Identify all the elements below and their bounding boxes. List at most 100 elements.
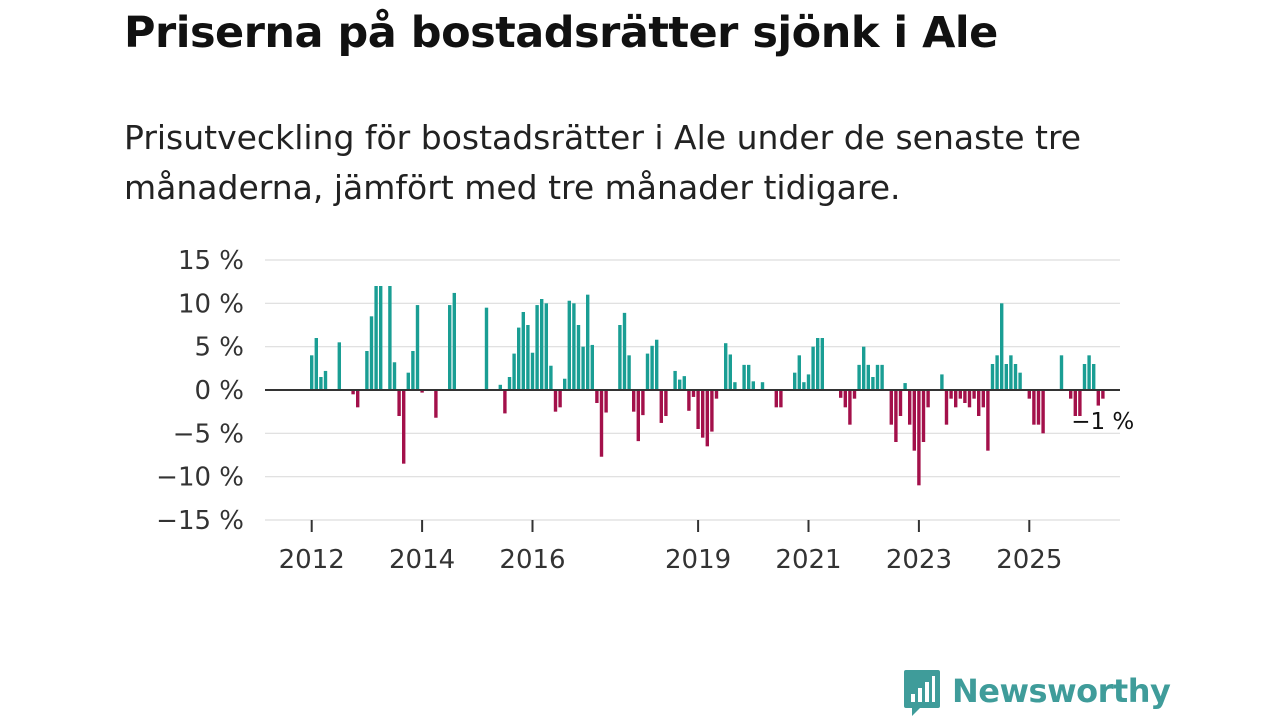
bar — [990, 364, 995, 390]
bar — [742, 364, 746, 390]
bar — [632, 390, 636, 412]
bar — [1004, 364, 1008, 390]
bar — [379, 286, 383, 390]
bar — [954, 390, 958, 408]
bar — [636, 390, 640, 442]
bar — [356, 390, 360, 408]
bar — [747, 364, 751, 390]
y-tick-label: 15 % — [178, 246, 244, 276]
bar-chart: 15 % 10 % 5 % 0 % −5 % −10 % −15 % 2012 2014 2016… — [156, 246, 1134, 575]
bar — [751, 381, 755, 390]
bar — [967, 390, 972, 408]
bar — [402, 390, 406, 464]
bar — [1101, 390, 1105, 399]
bar — [687, 390, 691, 411]
bar — [452, 292, 456, 390]
bar — [1000, 303, 1004, 390]
bar — [724, 343, 728, 390]
bar — [310, 355, 314, 390]
bar — [912, 390, 916, 451]
bar — [889, 390, 893, 425]
bar — [678, 379, 682, 390]
bar — [1073, 390, 1077, 416]
x-tick-label: 2025 — [996, 545, 1062, 575]
bar — [701, 390, 705, 438]
bar — [811, 346, 815, 390]
bar — [857, 364, 861, 390]
bar — [839, 390, 843, 398]
bar — [553, 390, 558, 412]
bar — [415, 305, 420, 390]
bar — [981, 390, 985, 408]
bar — [369, 316, 374, 390]
bar — [599, 390, 604, 457]
bar — [820, 338, 824, 390]
last-value-label: −1 % — [1071, 409, 1134, 435]
y-tick-label: 0 % — [194, 376, 244, 406]
bar — [1009, 355, 1013, 390]
brand-name: Newsworthy — [952, 672, 1171, 710]
bar — [351, 390, 355, 395]
bar — [793, 372, 797, 390]
bar — [862, 346, 866, 390]
bar — [1087, 355, 1091, 390]
bar — [1036, 390, 1041, 425]
bars-layer — [310, 286, 1105, 486]
axis-layer: 15 % 10 % 5 % 0 % −5 % −10 % −15 % 2012 2014 2016… — [156, 246, 1134, 575]
bar — [986, 390, 990, 451]
bar — [802, 382, 806, 390]
bar — [512, 353, 516, 390]
bar — [1032, 390, 1036, 425]
bar — [926, 390, 930, 408]
bar — [958, 390, 962, 399]
bar — [797, 355, 801, 390]
chart-title: Priserna på bostadsrätter sjönk i Ale — [124, 8, 998, 58]
bar — [622, 312, 627, 390]
bar — [392, 362, 397, 390]
bar — [526, 325, 530, 390]
bar — [595, 390, 599, 403]
bar — [645, 353, 650, 390]
bar — [898, 390, 903, 416]
bar — [655, 339, 659, 390]
brand-logo: Newsworthy — [902, 668, 1171, 720]
bar — [563, 378, 567, 390]
bar — [337, 342, 341, 390]
newsworthy-logo-icon — [904, 670, 940, 716]
bar — [682, 376, 686, 390]
bar — [871, 377, 875, 390]
bar — [618, 325, 622, 390]
bar — [558, 390, 562, 408]
x-tick-label: 2019 — [665, 545, 731, 575]
bar — [917, 390, 921, 486]
bar — [650, 345, 654, 390]
bar — [1018, 372, 1022, 390]
bar — [581, 346, 585, 390]
bar — [590, 344, 594, 390]
grid-layer — [265, 259, 1120, 521]
bar — [604, 390, 608, 413]
x-tick-label: 2021 — [775, 545, 841, 575]
bar — [848, 390, 852, 425]
bar — [733, 382, 737, 390]
x-tick-label: 2016 — [499, 545, 565, 575]
y-tick-label: −10 % — [156, 463, 244, 493]
x-tick-label: 2012 — [279, 545, 345, 575]
bar — [530, 352, 535, 390]
bar — [903, 383, 907, 390]
bar — [705, 390, 709, 447]
y-tick-label: 10 % — [178, 289, 244, 319]
bar — [944, 390, 949, 425]
bar — [397, 390, 401, 416]
bar — [728, 354, 732, 390]
bar — [567, 300, 571, 390]
bar — [411, 351, 415, 390]
bar — [908, 390, 912, 425]
y-tick-label: −15 % — [156, 506, 244, 536]
x-tick-label: 2014 — [389, 545, 455, 575]
bar — [586, 294, 590, 390]
bar — [866, 364, 870, 390]
bar — [1059, 355, 1064, 390]
bar — [843, 390, 847, 408]
bar — [388, 286, 392, 390]
